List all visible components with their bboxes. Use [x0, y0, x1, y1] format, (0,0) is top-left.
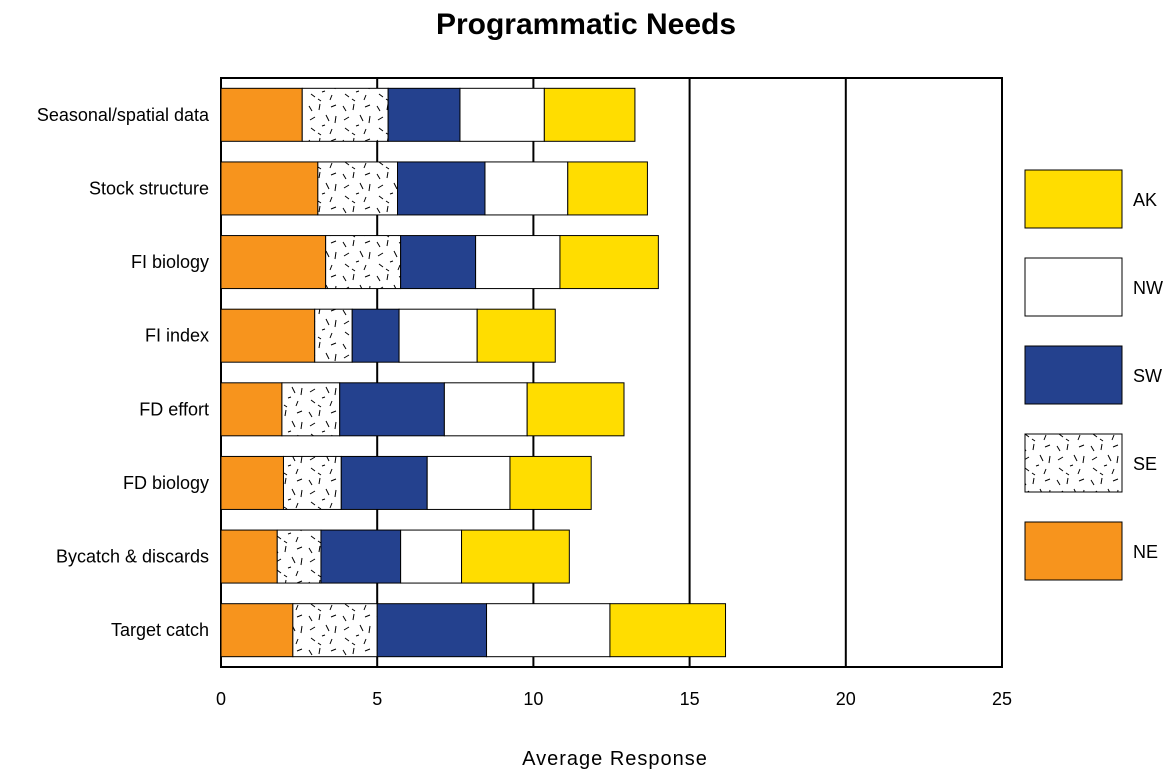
x-tick-label: 10 [523, 689, 543, 709]
category-label: FI index [145, 326, 209, 346]
bar-segment-ak [526, 382, 625, 437]
legend-label-ak: AK [1133, 190, 1157, 210]
bar-segment-ak [543, 87, 636, 142]
bar-segment-se [317, 161, 399, 216]
legend-swatch-se [1024, 433, 1123, 493]
bar-segment-sw [351, 308, 400, 363]
bar-segment-ak [609, 603, 727, 658]
bar-segment-se [301, 87, 389, 142]
plot-area: Seasonal/spatial data Stock structure FI b… [37, 77, 1012, 709]
bar-segment-se [276, 529, 322, 584]
legend-swatch-ak [1024, 169, 1123, 229]
legend-label-nw: NW [1133, 278, 1163, 298]
category-label: Seasonal/spatial data [37, 105, 210, 125]
legend-swatch-sw [1024, 345, 1123, 405]
bar-segment-nw [443, 382, 528, 437]
bar-segment-se [314, 308, 353, 363]
bar-segment-ne [220, 308, 316, 363]
bar-segment-nw [484, 161, 569, 216]
plot-frame [220, 77, 1003, 668]
legend-label-sw: SW [1133, 366, 1162, 386]
legend-swatch-ne [1024, 521, 1123, 581]
bar-segment-ne [220, 87, 303, 142]
legend: AK NW SW SE NE [1024, 169, 1163, 581]
x-axis-label: Average Response [522, 748, 708, 770]
bar-segment-ak [461, 529, 570, 584]
bar-segment-sw [387, 87, 461, 142]
bar-segment-sw [340, 455, 428, 510]
category-label: FD effort [139, 399, 209, 419]
bar-segment-ak [567, 161, 648, 216]
category-label: Bycatch & discards [56, 547, 209, 567]
bar-segment-nw [486, 603, 611, 658]
chart-title: Programmatic Needs [436, 8, 736, 41]
bar-segment-ne [220, 382, 283, 437]
bar-segment-ak [559, 235, 659, 290]
bar-segment-ne [220, 161, 319, 216]
bar-segment-ak [476, 308, 556, 363]
bar-segment-se [325, 235, 402, 290]
bar-segment-ak [509, 455, 592, 510]
x-tick-label: 20 [836, 689, 856, 709]
bar-segment-nw [459, 87, 545, 142]
bar-segment-sw [397, 161, 486, 216]
legend-label-se: SE [1133, 454, 1157, 474]
bar-segment-se [282, 455, 342, 510]
bar-segment-ne [220, 603, 294, 658]
legend-label-ne: NE [1133, 542, 1158, 562]
bar-segment-sw [320, 529, 402, 584]
bar-segment-nw [475, 235, 561, 290]
bar-segment-nw [400, 529, 463, 584]
legend-swatch-nw [1024, 257, 1123, 317]
category-label: FD biology [123, 473, 209, 493]
x-tick-label: 0 [216, 689, 226, 709]
bar-segment-nw [398, 308, 478, 363]
bar-segment-sw [400, 235, 477, 290]
bar-segment-nw [426, 455, 511, 510]
bar-segment-ne [220, 529, 278, 584]
bar-segment-ne [220, 235, 327, 290]
category-label: Target catch [111, 620, 209, 640]
category-label: Stock structure [89, 178, 209, 198]
bar-segment-ne [220, 455, 284, 510]
x-tick-label: 25 [992, 689, 1012, 709]
bar-segment-se [292, 603, 378, 658]
bar-segment-sw [376, 603, 488, 658]
category-label: FI biology [131, 252, 209, 272]
bar-segment-sw [339, 382, 445, 437]
x-tick-label: 5 [372, 689, 382, 709]
bar-segment-se [281, 382, 341, 437]
x-tick-label: 15 [680, 689, 700, 709]
